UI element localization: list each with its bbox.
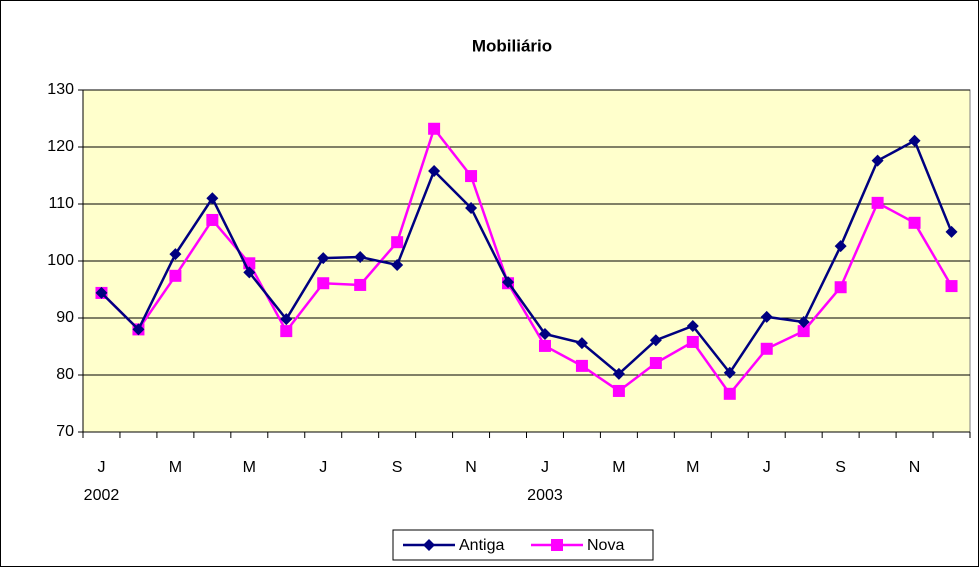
marker <box>797 325 810 338</box>
marker <box>95 286 108 299</box>
marker <box>686 335 699 348</box>
x-group-label: 2002 <box>84 487 120 504</box>
marker <box>280 313 293 326</box>
marker <box>649 334 662 347</box>
y-tick-label: 80 <box>56 366 74 383</box>
marker <box>465 201 478 214</box>
marker <box>538 339 551 352</box>
x-tick-label: M <box>612 459 625 476</box>
marker <box>575 359 588 372</box>
marker <box>871 154 884 167</box>
y-tick-label: 70 <box>56 423 74 440</box>
x-tick-label: N <box>465 459 477 476</box>
x-group-label: 2003 <box>527 487 563 504</box>
legend-label: Nova <box>587 537 624 554</box>
marker <box>428 122 441 135</box>
x-tick-label: J <box>97 459 105 476</box>
marker <box>575 337 588 350</box>
marker <box>132 323 145 336</box>
marker <box>169 248 182 261</box>
marker <box>945 225 958 238</box>
y-tick-label: 130 <box>47 81 74 98</box>
y-tick-label: 100 <box>47 252 74 269</box>
marker <box>354 278 367 291</box>
marker <box>871 196 884 209</box>
series-line <box>100 126 953 396</box>
marker <box>465 170 478 183</box>
x-tick-label: S <box>392 459 403 476</box>
marker <box>280 325 293 338</box>
chart-title: Mobiliário <box>472 36 552 55</box>
marker <box>760 310 773 323</box>
marker <box>206 213 219 226</box>
x-tick-label: M <box>686 459 699 476</box>
marker <box>723 366 736 379</box>
x-tick-label: N <box>909 459 921 476</box>
marker <box>723 387 736 400</box>
marker <box>908 134 921 147</box>
marker <box>649 357 662 370</box>
marker <box>760 342 773 355</box>
y-tick-label: 110 <box>48 195 74 212</box>
marker <box>908 216 921 229</box>
marker <box>169 269 182 282</box>
x-tick-label: M <box>169 459 182 476</box>
marker <box>797 315 810 328</box>
y-tick-label: 90 <box>56 309 74 326</box>
marker <box>243 266 256 279</box>
marker <box>428 164 441 177</box>
marker <box>834 281 847 294</box>
marker <box>391 258 404 271</box>
marker <box>317 277 330 290</box>
marker <box>686 319 699 332</box>
marker <box>834 240 847 253</box>
marker <box>612 384 625 397</box>
marker <box>945 280 958 293</box>
x-tick-label: M <box>243 459 256 476</box>
x-tick-label: J <box>319 459 327 476</box>
legend-label: Antiga <box>459 537 504 554</box>
legend-box <box>392 529 654 561</box>
marker <box>538 327 551 340</box>
marker <box>423 539 435 551</box>
x-tick-label: J <box>763 459 771 476</box>
marker <box>551 539 563 551</box>
marker <box>354 251 367 264</box>
marker <box>206 192 219 205</box>
series-line <box>100 138 953 376</box>
marker <box>612 367 625 380</box>
y-tick-label: 120 <box>47 138 74 155</box>
marker <box>502 276 515 289</box>
x-tick-label: J <box>541 459 549 476</box>
marker <box>317 252 330 265</box>
marker <box>391 236 404 249</box>
x-tick-label: S <box>835 459 846 476</box>
